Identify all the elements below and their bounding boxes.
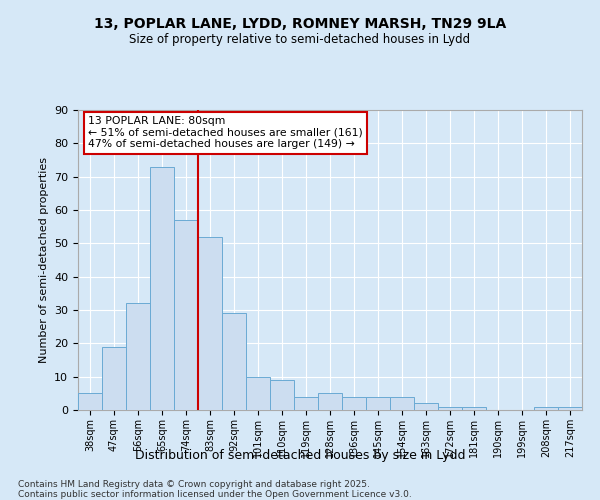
Bar bbox=[558, 406, 582, 410]
Bar bbox=[414, 404, 438, 410]
Bar bbox=[438, 406, 462, 410]
Bar bbox=[150, 166, 174, 410]
Y-axis label: Number of semi-detached properties: Number of semi-detached properties bbox=[38, 157, 49, 363]
Bar bbox=[318, 394, 342, 410]
Bar bbox=[174, 220, 198, 410]
Bar bbox=[390, 396, 414, 410]
Bar bbox=[366, 396, 390, 410]
Bar bbox=[294, 396, 318, 410]
Bar bbox=[246, 376, 270, 410]
Text: Size of property relative to semi-detached houses in Lydd: Size of property relative to semi-detach… bbox=[130, 32, 470, 46]
Text: 13, POPLAR LANE, LYDD, ROMNEY MARSH, TN29 9LA: 13, POPLAR LANE, LYDD, ROMNEY MARSH, TN2… bbox=[94, 18, 506, 32]
Bar bbox=[126, 304, 150, 410]
Text: 13 POPLAR LANE: 80sqm
← 51% of semi-detached houses are smaller (161)
47% of sem: 13 POPLAR LANE: 80sqm ← 51% of semi-deta… bbox=[88, 116, 363, 149]
Bar bbox=[198, 236, 222, 410]
Bar bbox=[270, 380, 294, 410]
Bar bbox=[102, 346, 126, 410]
Bar bbox=[342, 396, 366, 410]
Text: Distribution of semi-detached houses by size in Lydd: Distribution of semi-detached houses by … bbox=[135, 448, 465, 462]
Bar bbox=[78, 394, 102, 410]
Bar bbox=[462, 406, 486, 410]
Bar bbox=[534, 406, 558, 410]
Bar bbox=[222, 314, 246, 410]
Text: Contains HM Land Registry data © Crown copyright and database right 2025.
Contai: Contains HM Land Registry data © Crown c… bbox=[18, 480, 412, 500]
